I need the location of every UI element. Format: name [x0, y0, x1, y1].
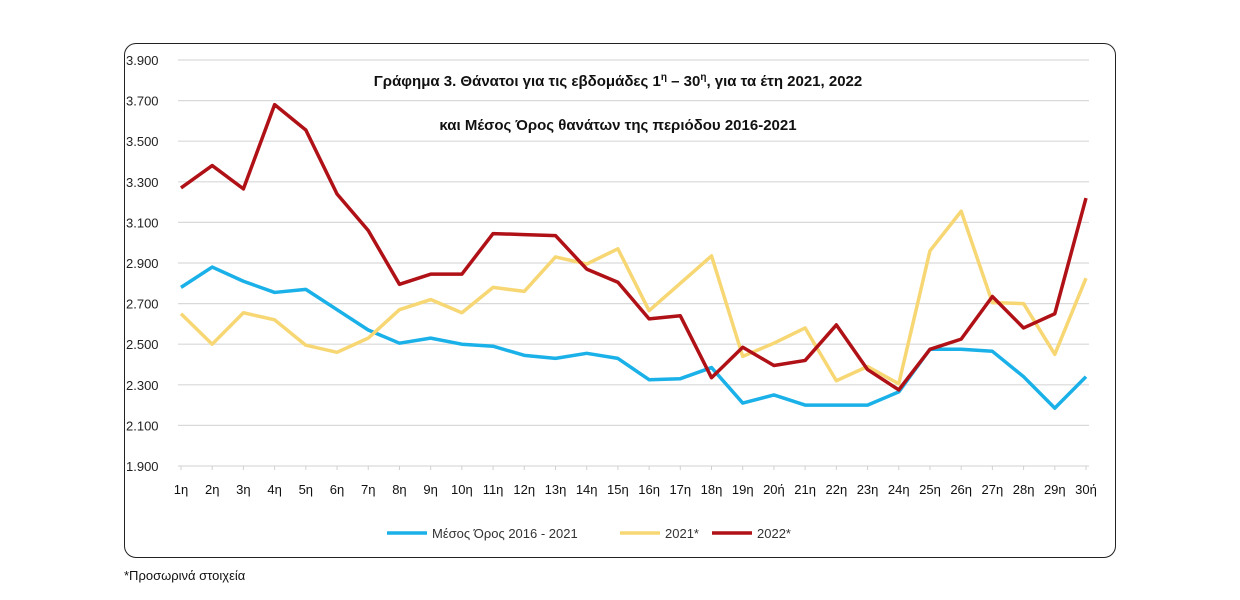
x-tick-label: 13η: [545, 482, 567, 497]
x-tick-label: 29η: [1044, 482, 1066, 497]
x-tick-label: 16η: [638, 482, 660, 497]
y-tick-label: 3.700: [126, 94, 159, 109]
x-tick-label: 25η: [919, 482, 941, 497]
y-tick-label: 3.100: [126, 215, 159, 230]
x-tick-label: 9η: [423, 482, 437, 497]
x-tick-label: 18η: [701, 482, 723, 497]
x-tick-label: 24η: [888, 482, 910, 497]
series-line: [180, 265, 1088, 410]
x-tick-label: 27η: [982, 482, 1004, 497]
x-tick-label: 19η: [732, 482, 754, 497]
x-tick-label: 28η: [1013, 482, 1035, 497]
x-tick-label: 6η: [330, 482, 344, 497]
x-tick-label: 3η: [236, 482, 250, 497]
x-tick-label: 15η: [607, 482, 629, 497]
legend: Μέσος Όρος 2016 - 2021 2021* 2022*: [387, 526, 791, 541]
footnote: *Προσωρινά στοιχεία: [124, 568, 246, 583]
x-tick-label: 26η: [950, 482, 972, 497]
x-tick-label: 12η: [513, 482, 535, 497]
y-tick-label: 3.900: [126, 53, 159, 68]
x-tick-label: 11η: [483, 482, 504, 497]
x-tick-label: 17η: [669, 482, 691, 497]
y-tick-label: 3.500: [126, 134, 159, 149]
chart-title-line2: και Μέσος Όρος θανάτων της περιόδου 2016…: [439, 117, 796, 134]
y-tick-label: 1.900: [126, 459, 159, 474]
y-tick-label: 2.300: [126, 378, 159, 393]
y-tick-label: 2.100: [126, 418, 159, 433]
x-tick-label: 8η: [392, 482, 406, 497]
x-tick-label: 22η: [825, 482, 847, 497]
x-tick-label: 21η: [794, 482, 816, 497]
x-tick-label: 1η: [174, 482, 188, 497]
x-tick-label: 10η: [451, 482, 473, 497]
y-tick-label: 3.300: [126, 175, 159, 190]
x-tick-label: 5η: [299, 482, 313, 497]
chart-frame: [124, 43, 1116, 558]
legend-label: 2021*: [665, 526, 699, 541]
x-tick-label: 23η: [857, 482, 879, 497]
legend-label: Μέσος Όρος 2016 - 2021: [432, 526, 578, 541]
legend-label: 2022*: [757, 526, 791, 541]
y-tick-label: 2.700: [126, 297, 159, 312]
series-line: [179, 102, 1088, 392]
x-tick-label: 2η: [205, 482, 219, 497]
chart-title-line1: Γράφημα 3. Θάνατοι για τις εβδομάδες 1η …: [374, 72, 862, 90]
series-line: [179, 209, 1088, 386]
x-tick-label: 4η: [267, 482, 281, 497]
y-tick-label: 2.500: [126, 337, 159, 352]
x-tick-label: 30ή: [1075, 482, 1097, 497]
y-tick-label: 2.900: [126, 256, 159, 271]
x-tick-label: 20ή: [763, 482, 785, 497]
x-tick-label: 14η: [576, 482, 598, 497]
x-tick-label: 7η: [361, 482, 375, 497]
